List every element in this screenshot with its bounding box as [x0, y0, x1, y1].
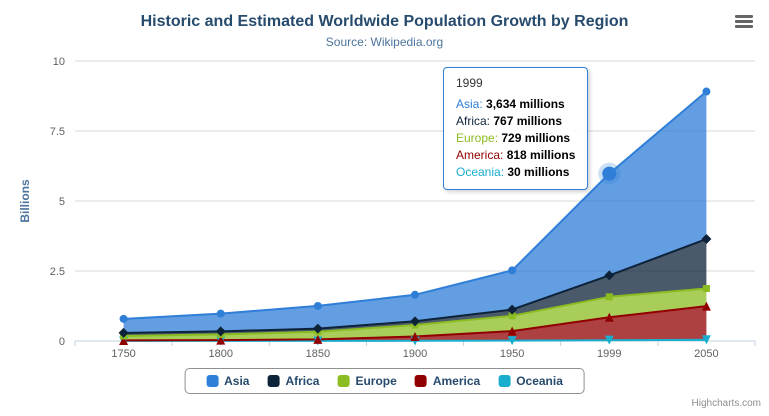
y-axis-label-0: 0 — [59, 336, 65, 348]
x-axis-label-1850: 1850 — [306, 348, 330, 360]
tooltip-series-value: 30 millions — [507, 165, 570, 179]
marker-america-1800[interactable] — [216, 335, 226, 345]
tooltip-series-value: 818 millions — [506, 148, 576, 162]
tooltip-series-value: 767 millions — [493, 114, 563, 128]
marker-europe-1950[interactable] — [508, 312, 516, 320]
tooltip-row-africa: Africa: 767 millions — [456, 113, 575, 130]
marker-africa-1750[interactable] — [118, 327, 129, 338]
marker-europe-1999[interactable] — [605, 293, 613, 301]
legend-item-africa[interactable]: Africa — [267, 374, 319, 388]
marker-asia-2050[interactable] — [702, 87, 711, 96]
marker-africa-1900[interactable] — [410, 316, 420, 327]
marker-africa-1999[interactable] — [604, 270, 615, 281]
legend-item-europe[interactable]: Europe — [337, 374, 397, 388]
menu-bar — [735, 15, 753, 18]
marker-asia-1850[interactable] — [313, 301, 322, 310]
marker-africa-2050[interactable] — [701, 234, 712, 245]
marker-america-1750[interactable] — [119, 335, 129, 345]
tooltip-series-name: Oceania: — [456, 165, 508, 179]
x-axis-label-1800: 1800 — [208, 348, 232, 360]
legend-symbol-europe — [337, 375, 350, 387]
y-axis-title: Billions — [18, 179, 32, 223]
tooltip-series-name: Europe: — [456, 131, 502, 145]
legend-label: Oceania — [516, 374, 563, 388]
x-axis-label-1750: 1750 — [111, 348, 135, 360]
legend-label: America — [432, 374, 481, 388]
tooltip-row-asia: Asia: 3,634 millions — [456, 96, 575, 113]
area-africa[interactable] — [123, 239, 707, 336]
tooltip-header: 1999 — [456, 76, 483, 90]
tooltip-rows: Asia: 3,634 millions Africa: 767 millions… — [456, 96, 575, 181]
chart-subtitle: Source: Wikipedia.org — [325, 35, 444, 49]
legend-label: Africa — [285, 374, 320, 388]
tooltip-row-america: America: 818 millions — [456, 147, 575, 164]
marker-europe-2050[interactable] — [702, 285, 710, 292]
marker-asia-1900[interactable] — [411, 290, 419, 299]
marker-africa-1800[interactable] — [215, 326, 226, 337]
legend: Asia Africa Europe America Oceania — [184, 368, 585, 394]
area-asia[interactable] — [123, 91, 707, 333]
legend-item-asia[interactable]: Asia — [206, 374, 249, 388]
marker-oceania-1950[interactable] — [507, 336, 517, 346]
marker-oceania-1999[interactable] — [604, 335, 614, 345]
legend-symbol-oceania — [498, 375, 511, 387]
marker-america-1950[interactable] — [507, 326, 517, 336]
area-america[interactable] — [123, 306, 707, 341]
menu-bar — [735, 20, 753, 23]
marker-oceania-2050[interactable] — [701, 335, 711, 345]
y-axis-label-10: 10 — [53, 56, 65, 68]
tooltip-series-name: America: — [456, 148, 507, 162]
menu-bar — [735, 25, 753, 28]
marker-asia-1800[interactable] — [216, 309, 225, 318]
legend-label: Asia — [224, 374, 250, 388]
marker-america-1900[interactable] — [410, 331, 420, 341]
tooltip-series-name: Africa: — [456, 114, 494, 128]
y-axis-label-2.5: 2.5 — [50, 266, 65, 278]
marker-america-1850[interactable] — [313, 334, 323, 344]
y-axis-label-5: 5 — [59, 196, 65, 208]
marker-africa-1850[interactable] — [312, 323, 323, 334]
x-axis-label-1900: 1900 — [403, 348, 427, 360]
x-axis-label-1999: 1999 — [597, 348, 621, 360]
legend-symbol-america — [414, 375, 427, 387]
credits-link[interactable]: Highcharts.com — [691, 398, 761, 409]
legend-item-oceania[interactable]: Oceania — [498, 374, 563, 388]
legend-symbol-africa — [267, 375, 280, 387]
tooltip-series-value: 3,634 millions — [486, 97, 565, 111]
legend-symbol-asia — [206, 375, 219, 387]
x-axis-label-1950: 1950 — [500, 348, 524, 360]
chart-title: Historic and Estimated Worldwide Populat… — [140, 13, 629, 30]
marker-asia-1999[interactable] — [602, 166, 617, 181]
marker-asia-1750[interactable] — [119, 314, 128, 323]
tooltip-row-oceania: Oceania: 30 millions — [456, 164, 575, 181]
legend-label: Europe — [355, 374, 397, 388]
y-axis-label-7.5: 7.5 — [50, 126, 65, 138]
marker-america-2050[interactable] — [701, 301, 711, 311]
tooltip-series-name: Asia: — [456, 97, 487, 111]
marker-america-1999[interactable] — [604, 312, 614, 322]
legend-item-america[interactable]: America — [414, 374, 481, 388]
x-axis-label-2050: 2050 — [694, 348, 718, 360]
marker-africa-1950[interactable] — [507, 304, 518, 315]
hamburger-menu-icon[interactable] — [731, 10, 757, 32]
tooltip-series-value: 729 millions — [501, 131, 571, 145]
marker-asia-1950[interactable] — [508, 266, 517, 275]
tooltip-row-europe: Europe: 729 millions — [456, 130, 575, 147]
tooltip: 1999 Asia: 3,634 millions Africa: 767 mil… — [443, 67, 589, 190]
